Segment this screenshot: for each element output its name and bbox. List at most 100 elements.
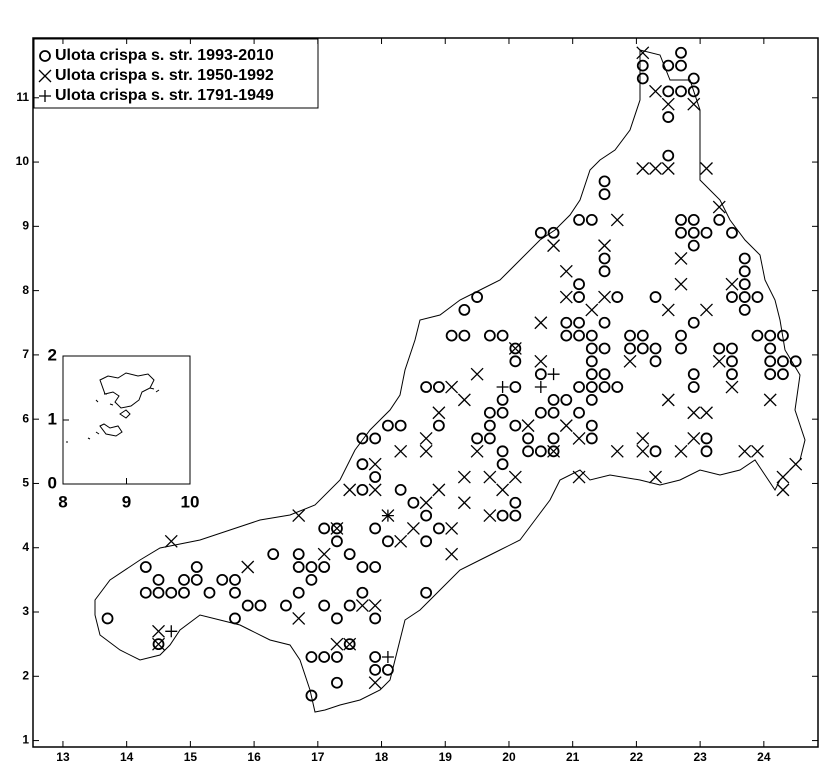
point-cross	[394, 534, 408, 548]
point-circle	[585, 214, 598, 226]
point-circle	[585, 432, 598, 445]
y-tick-label: 1	[22, 733, 29, 747]
point-circle	[777, 329, 789, 342]
y-tick-label: 7	[22, 347, 29, 361]
point-cross	[152, 637, 165, 651]
point-circle	[101, 612, 114, 625]
x-tick-label: 22	[630, 750, 644, 764]
point-circle	[585, 393, 598, 406]
point-cross	[559, 290, 573, 304]
point-circle	[165, 586, 178, 599]
point-circle	[343, 599, 356, 612]
point-circle	[700, 445, 713, 458]
point-circle	[573, 329, 585, 342]
point-circle	[216, 573, 229, 586]
point-circle	[585, 419, 598, 432]
point-plus	[496, 381, 509, 394]
point-circle	[764, 355, 777, 368]
point-circle	[573, 381, 585, 393]
point-circle	[547, 432, 560, 445]
point-cross	[483, 509, 497, 523]
legend-label: Ulota crispa s. str. 1791-1949	[55, 87, 274, 104]
point-circle	[509, 342, 522, 355]
point-circle	[764, 368, 777, 381]
point-circle	[662, 85, 675, 98]
point-cross	[432, 406, 446, 420]
point-cross	[292, 611, 306, 625]
point-circle	[292, 586, 305, 599]
point-cross	[470, 367, 484, 381]
point-circle	[738, 291, 751, 303]
point-circle	[331, 612, 343, 625]
point-cross	[661, 393, 675, 407]
point-circle	[190, 573, 203, 586]
point-circle	[369, 612, 382, 625]
point-circle	[356, 458, 369, 471]
point-circle	[382, 419, 394, 432]
point-cross	[368, 676, 382, 690]
point-cross	[547, 239, 561, 253]
point-circle	[573, 214, 585, 226]
point-circle	[687, 381, 700, 393]
point-circle	[483, 406, 496, 419]
point-circle	[139, 561, 152, 573]
y-tick-label: 4	[22, 540, 29, 554]
point-circle	[636, 59, 649, 72]
point-cross	[317, 547, 331, 561]
point-cross	[559, 264, 573, 278]
point-circle	[547, 393, 560, 406]
point-cross	[687, 406, 701, 420]
point-cross	[394, 444, 408, 458]
point-circle	[522, 432, 534, 445]
point-circle	[445, 329, 458, 342]
point-cross	[534, 354, 548, 368]
point-plus	[165, 625, 178, 638]
point-circle	[318, 599, 331, 612]
point-plus	[39, 90, 51, 102]
point-cross	[623, 354, 637, 368]
point-circle	[585, 381, 598, 393]
point-circle	[178, 586, 190, 599]
y-tick-label: 10	[16, 154, 30, 168]
inset-frame	[62, 355, 191, 485]
point-cross	[330, 521, 344, 535]
point-circle	[764, 342, 777, 355]
x-tick-label: 8	[58, 492, 67, 511]
point-circle	[39, 50, 51, 62]
point-circle	[152, 586, 165, 599]
point-cross	[751, 444, 764, 458]
y-tick-label: 11	[16, 90, 29, 104]
point-circle	[675, 59, 687, 72]
point-circle	[573, 406, 585, 419]
point-circle	[318, 651, 331, 663]
point-circle	[522, 445, 534, 458]
point-circle	[534, 226, 547, 239]
point-circle	[509, 381, 522, 393]
point-circle	[738, 278, 751, 291]
point-circle	[343, 548, 356, 561]
legend-label: Ulota crispa s. str. 1993-2010	[55, 47, 274, 64]
point-cross	[330, 637, 344, 651]
point-circle	[280, 599, 292, 612]
x-tick-label: 9	[122, 492, 131, 511]
point-cross	[776, 470, 790, 484]
point-circle	[764, 329, 777, 342]
x-tick-label: 17	[311, 750, 325, 764]
point-circle	[496, 406, 509, 419]
point-circle	[471, 291, 484, 303]
point-cross	[368, 457, 382, 471]
x-tick-label: 20	[502, 750, 516, 764]
point-circle	[738, 304, 751, 316]
point-circle	[700, 432, 713, 445]
point-cross	[572, 432, 586, 445]
point-cross	[649, 162, 662, 175]
point-circle	[483, 419, 496, 432]
point-circle	[509, 509, 522, 522]
point-circle	[190, 561, 203, 573]
point-circle	[305, 689, 318, 702]
point-circle	[331, 522, 343, 535]
point-circle	[292, 561, 305, 573]
point-circle	[560, 329, 573, 342]
point-circle	[382, 535, 394, 548]
point-cross	[457, 496, 471, 510]
